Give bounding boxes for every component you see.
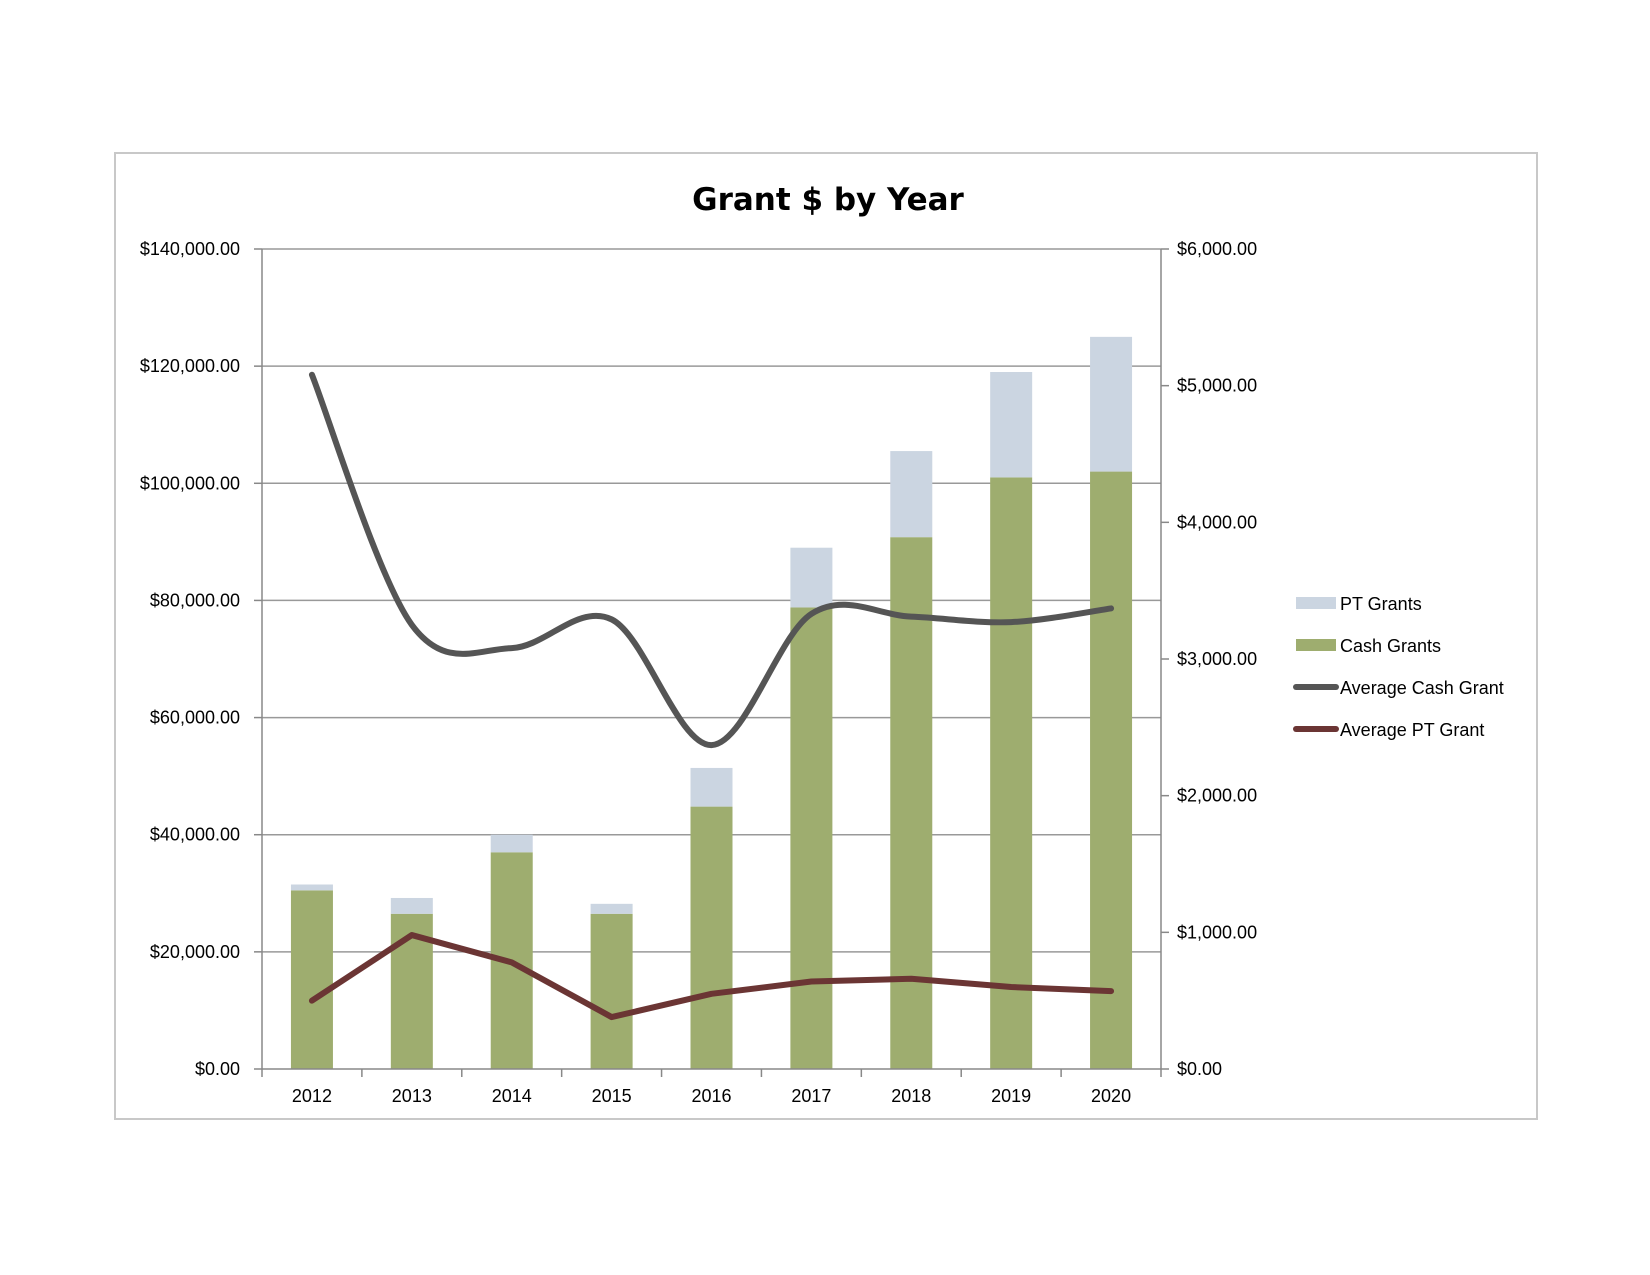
- y-right-tick-label: $3,000.00: [1177, 649, 1257, 669]
- bar-pt-grants: [1090, 336, 1133, 472]
- y-left-tick-label: $20,000.00: [150, 942, 240, 962]
- bar-cash-grants: [990, 477, 1033, 1069]
- x-tick-label: 2013: [392, 1086, 432, 1106]
- y-right-tick-label: $4,000.00: [1177, 512, 1257, 532]
- y-left-tick-label: $60,000.00: [150, 708, 240, 728]
- bar-pt-grants: [590, 903, 633, 914]
- legend-swatch: [1296, 639, 1336, 651]
- y-right-tick-label: $6,000.00: [1177, 239, 1257, 259]
- y-left-tick-label: $40,000.00: [150, 825, 240, 845]
- chart-title: Grant $ by Year: [692, 182, 964, 218]
- y-left-tick-label: $80,000.00: [150, 590, 240, 610]
- bar-cash-grants: [1090, 471, 1133, 1070]
- bar-pt-grants: [690, 767, 733, 807]
- x-tick-label: 2020: [1091, 1086, 1131, 1106]
- legend-label: Average Cash Grant: [1340, 678, 1504, 698]
- bar-pt-grants: [890, 451, 933, 538]
- bar-cash-grants: [690, 806, 733, 1069]
- bar-cash-grants: [290, 890, 333, 1069]
- bars: [290, 336, 1133, 1070]
- y-right-tick-label: $0.00: [1177, 1059, 1222, 1079]
- y-right-tick-label: $1,000.00: [1177, 922, 1257, 942]
- x-tick-label: 2014: [492, 1086, 532, 1106]
- y-left-tick-label: $100,000.00: [140, 473, 240, 493]
- chart-frame: Grant $ by Year $0.00 $20,000.00 $40,000.0…: [114, 152, 1538, 1120]
- line-average-pt-grant: [308, 932, 1115, 1021]
- x-tick-label: 2019: [991, 1086, 1031, 1106]
- y-right-tick-label: $5,000.00: [1177, 376, 1257, 396]
- x-tick-label: 2012: [292, 1086, 332, 1106]
- line-average-cash-grant: [308, 371, 1115, 749]
- legend-label: Average PT Grant: [1340, 720, 1484, 740]
- bar-cash-grants: [590, 913, 633, 1069]
- legend-label: PT Grants: [1340, 594, 1422, 614]
- y-left-tick-label: $0.00: [195, 1059, 240, 1079]
- x-tick-label: 2017: [791, 1086, 831, 1106]
- bar-pt-grants: [490, 834, 533, 853]
- bar-pt-grants: [790, 547, 833, 608]
- bar-pt-grants: [390, 897, 433, 914]
- chart-svg: Grant $ by Year $0.00 $20,000.00 $40,000.0…: [140, 182, 1504, 1106]
- bar-pt-grants: [990, 372, 1033, 478]
- legend-swatch: [1296, 597, 1336, 609]
- y-right-tick-label: $2,000.00: [1177, 786, 1257, 806]
- bar-pt-grants: [290, 884, 333, 891]
- x-tick-label: 2015: [592, 1086, 632, 1106]
- x-tick-label: 2018: [891, 1086, 931, 1106]
- legend-label: Cash Grants: [1340, 636, 1441, 656]
- bar-cash-grants: [790, 607, 833, 1069]
- y-left-tick-label: $140,000.00: [140, 239, 240, 259]
- x-tick-label: 2016: [691, 1086, 731, 1106]
- y-left-tick-label: $120,000.00: [140, 356, 240, 376]
